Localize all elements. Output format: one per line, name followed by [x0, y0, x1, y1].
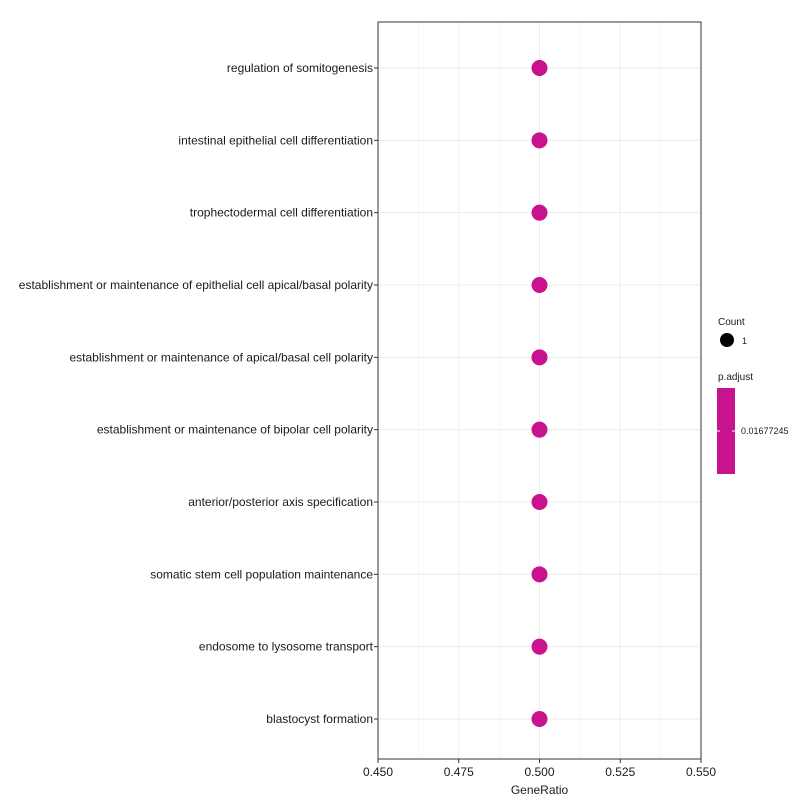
legend: Count 1 p.adjust 0.01677245 — [717, 317, 789, 474]
data-point — [531, 277, 548, 293]
legend-padjust-label: 0.01677245 — [741, 426, 789, 436]
y-axis-labels: regulation of somitogenesis intestinal ep… — [19, 61, 378, 726]
legend-count-label: 1 — [742, 336, 747, 346]
x-tick-label: 0.475 — [444, 765, 474, 779]
x-axis-title: GeneRatio — [511, 783, 569, 797]
y-tick-label: anterior/posterior axis specification — [188, 495, 373, 509]
x-axis-ticks: 0.450 0.475 0.500 0.525 0.550 — [363, 759, 716, 779]
y-tick-label: intestinal epithelial cell differentiati… — [178, 133, 373, 147]
y-tick-label: endosome to lysosome transport — [199, 640, 374, 654]
x-tick-label: 0.450 — [363, 765, 393, 779]
data-point — [531, 566, 548, 583]
data-point — [531, 60, 548, 76]
y-tick-label: somatic stem cell population maintenance — [150, 567, 373, 581]
y-tick-label: establishment or maintenance of bipolar … — [97, 423, 373, 437]
data-points — [531, 60, 548, 727]
y-tick-label: establishment or maintenance of epitheli… — [19, 278, 373, 292]
data-point — [531, 711, 548, 727]
y-tick-label: establishment or maintenance of apical/b… — [70, 350, 374, 364]
y-tick-label: blastocyst formation — [266, 712, 373, 726]
legend-count-title: Count — [718, 317, 745, 328]
x-tick-label: 0.500 — [524, 765, 554, 779]
legend-padjust-title: p.adjust — [718, 372, 753, 383]
y-tick-label: trophectodermal cell differentiation — [190, 206, 373, 220]
data-point — [531, 132, 548, 149]
data-point — [531, 204, 548, 221]
data-point — [531, 349, 548, 366]
x-tick-label: 0.525 — [605, 765, 635, 779]
x-tick-label: 0.550 — [686, 765, 716, 779]
legend-colorbar — [717, 388, 735, 474]
legend-count-key — [720, 333, 734, 347]
data-point — [531, 421, 548, 438]
data-point — [531, 494, 548, 510]
y-tick-label: regulation of somitogenesis — [227, 61, 373, 75]
data-point — [531, 638, 548, 655]
